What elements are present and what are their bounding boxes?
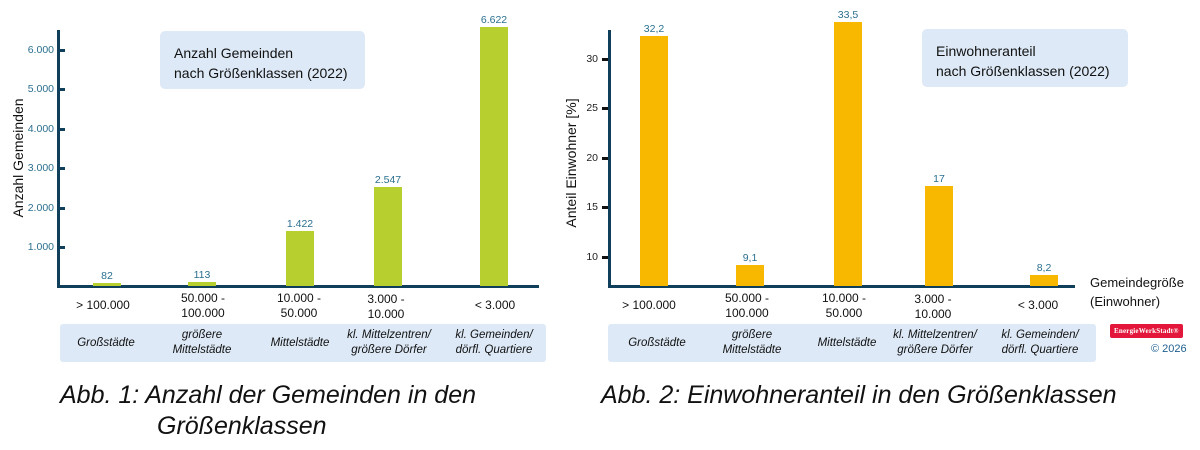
chart-1-y-axis-label: Anzahl Gemeinden	[10, 98, 26, 218]
chart-2-category-label: > 100.000	[622, 298, 676, 312]
chart-2-group-label: größere Mittelstädte	[722, 329, 782, 356]
chart-2-category-label: 50.000 -100.000	[724, 291, 770, 320]
chart-1-tick-label: 2.000	[27, 202, 54, 214]
chart-1-tick-label: 3.000	[27, 162, 54, 174]
chart-2-bar	[834, 22, 862, 286]
chart-1-group-label: kl. Gemeinden/dörfl. Quartiere	[455, 329, 533, 356]
chart-2-tick-label: 30	[586, 53, 598, 65]
chart-1-legend-line: nach Größenklassen (2022)	[174, 65, 348, 81]
chart-1-category-label: < 3.000	[474, 298, 516, 312]
chart-2-caption: Abb. 2: Einwohneranteil in den Größenkla…	[601, 381, 1117, 409]
chart-1-tick	[59, 167, 65, 170]
chart-2-value-label: 9,1	[742, 252, 758, 264]
chart-1-bar	[188, 282, 216, 286]
chart-1-tick	[59, 49, 65, 52]
chart-2-tick	[602, 256, 608, 259]
chart-2-tick	[602, 58, 608, 61]
chart-1-bar	[374, 187, 402, 286]
chart-1-value-label: 2.547	[374, 174, 402, 186]
chart-1-value-label: 6.622	[480, 14, 508, 26]
chart-1-bar	[480, 27, 508, 286]
chart-1-tick-label: 6.000	[27, 44, 54, 56]
chart-1-value-label: 1.422	[286, 218, 314, 230]
chart-1-legend-box: Anzahl Gemeinden nach Größenklassen (202…	[160, 31, 365, 89]
chart-1-tick-label: 5.000	[27, 83, 54, 95]
chart-1-legend-line: Anzahl Gemeinden	[174, 45, 294, 61]
chart-2-bar	[925, 186, 953, 286]
chart-1-group-label: kl. Mittelzentren/größere Dörfer	[347, 329, 431, 356]
chart-2-value-label: 17	[933, 173, 945, 185]
brand-logo: EnergieWerkStadt®	[1110, 324, 1183, 338]
chart-2-category-label: 10.000 -50.000	[821, 291, 867, 320]
chart-1-group-label: Mittelstädte	[270, 337, 330, 349]
chart-2-value-label: 32,2	[643, 23, 665, 35]
chart-1-tick	[59, 128, 65, 131]
chart-1-bar	[93, 283, 121, 286]
chart-2-x-axis-title: Gemeindegröße (Einwohner)	[1090, 275, 1184, 309]
chart-2-legend-line: Einwohneranteil	[936, 43, 1036, 59]
chart-1-group-label: größere Mittelstädte	[172, 329, 232, 356]
chart-2-tick-label: 20	[586, 152, 598, 164]
chart-2-legend-box: Einwohneranteil nach Größenklassen (2022…	[922, 29, 1128, 87]
copyright-text: © 2026	[1151, 343, 1187, 355]
chart-1-category-label: 3.000 -10.000	[367, 292, 405, 321]
chart-1-category-label: > 100.000	[76, 298, 130, 312]
chart-1-caption: Abb. 1: Anzahl der Gemeinden in den Größ…	[60, 381, 477, 440]
chart-2-y-axis	[608, 30, 611, 288]
chart-2-group-label: Großstädte	[628, 337, 686, 349]
chart-1-tick-label: 4.000	[27, 123, 54, 135]
chart-2-bar	[640, 36, 668, 286]
chart-1-tick	[59, 88, 65, 91]
chart-2-tick-label: 10	[586, 251, 598, 263]
chart-2-tick-label: 25	[586, 102, 598, 114]
chart-1-tick-label: 1.000	[27, 241, 54, 253]
chart-2-category-label: 3.000 -10.000	[914, 292, 952, 321]
chart-2-category-label: < 3.000	[1017, 298, 1059, 312]
chart-2-tick	[602, 157, 608, 160]
chart-1-category-group-band	[60, 324, 546, 362]
chart-2-group-label: Mittelstädte	[817, 337, 877, 349]
chart-1-value-label: 113	[193, 269, 211, 281]
chart-2-x-axis	[608, 285, 1075, 288]
chart-2-bar	[736, 265, 764, 286]
chart-2-group-label: kl. Mittelzentren/größere Dörfer	[893, 329, 977, 356]
chart-2-value-label: 8,2	[1036, 262, 1052, 274]
chart-2-legend-line: nach Größenklassen (2022)	[936, 63, 1110, 79]
chart-2-tick	[602, 107, 608, 110]
chart-1-x-axis	[57, 285, 539, 288]
chart-1-category-label: 50.000 -100.000	[180, 291, 226, 320]
chart-1-y-axis	[57, 30, 60, 288]
chart-2-tick	[602, 206, 608, 209]
chart-2-category-group-band	[608, 324, 1096, 362]
chart-1-value-label: 82	[101, 270, 113, 282]
chart-1-tick	[59, 207, 65, 210]
chart-2-tick-label: 15	[586, 201, 598, 213]
chart-2-value-label: 33,5	[837, 9, 859, 21]
chart-1-tick	[59, 246, 65, 249]
chart-1-group-label: Großstädte	[77, 337, 135, 349]
chart-1-category-label: 10.000 -50.000	[276, 291, 322, 320]
chart-1-bar	[286, 231, 314, 286]
chart-2-group-label: kl. Gemeinden/dörfl. Quartiere	[1001, 329, 1079, 356]
chart-2-bar	[1030, 275, 1058, 286]
